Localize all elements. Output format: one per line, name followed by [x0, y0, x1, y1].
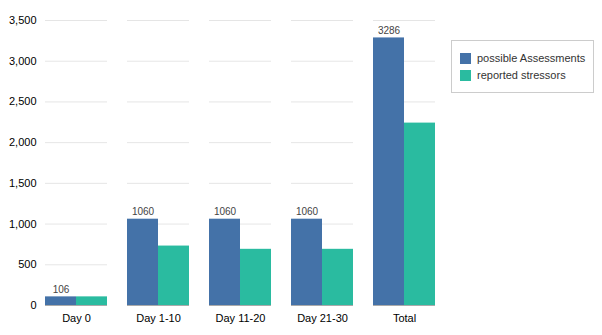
svg-text:3,000: 3,000	[9, 55, 37, 67]
svg-text:Day 0: Day 0	[62, 312, 91, 324]
svg-text:Day 11-20: Day 11-20	[216, 312, 266, 324]
svg-text:500: 500	[18, 258, 36, 270]
html-text:reported stressors: reported stressors	[477, 69, 566, 81]
svg-text:1,000: 1,000	[9, 218, 37, 230]
svg-text:1060: 1060	[132, 206, 155, 217]
svg-text:1060: 1060	[214, 206, 237, 217]
svg-text:106: 106	[53, 284, 70, 295]
svg-text:2,500: 2,500	[9, 95, 37, 107]
svg-text:1060: 1060	[296, 206, 319, 217]
svg-text:Day 21-30: Day 21-30	[297, 312, 348, 324]
svg-text:Total: Total	[393, 312, 416, 324]
html-text:possible Assessments: possible Assessments	[477, 52, 586, 64]
svg-text:2,000: 2,000	[9, 136, 37, 148]
svg-text:1,500: 1,500	[9, 177, 37, 189]
svg-text:0: 0	[30, 299, 36, 311]
svg-text:3,500: 3,500	[9, 14, 37, 26]
svg-text:Day 1-10: Day 1-10	[136, 312, 181, 324]
svg-text:3286: 3286	[378, 25, 401, 36]
